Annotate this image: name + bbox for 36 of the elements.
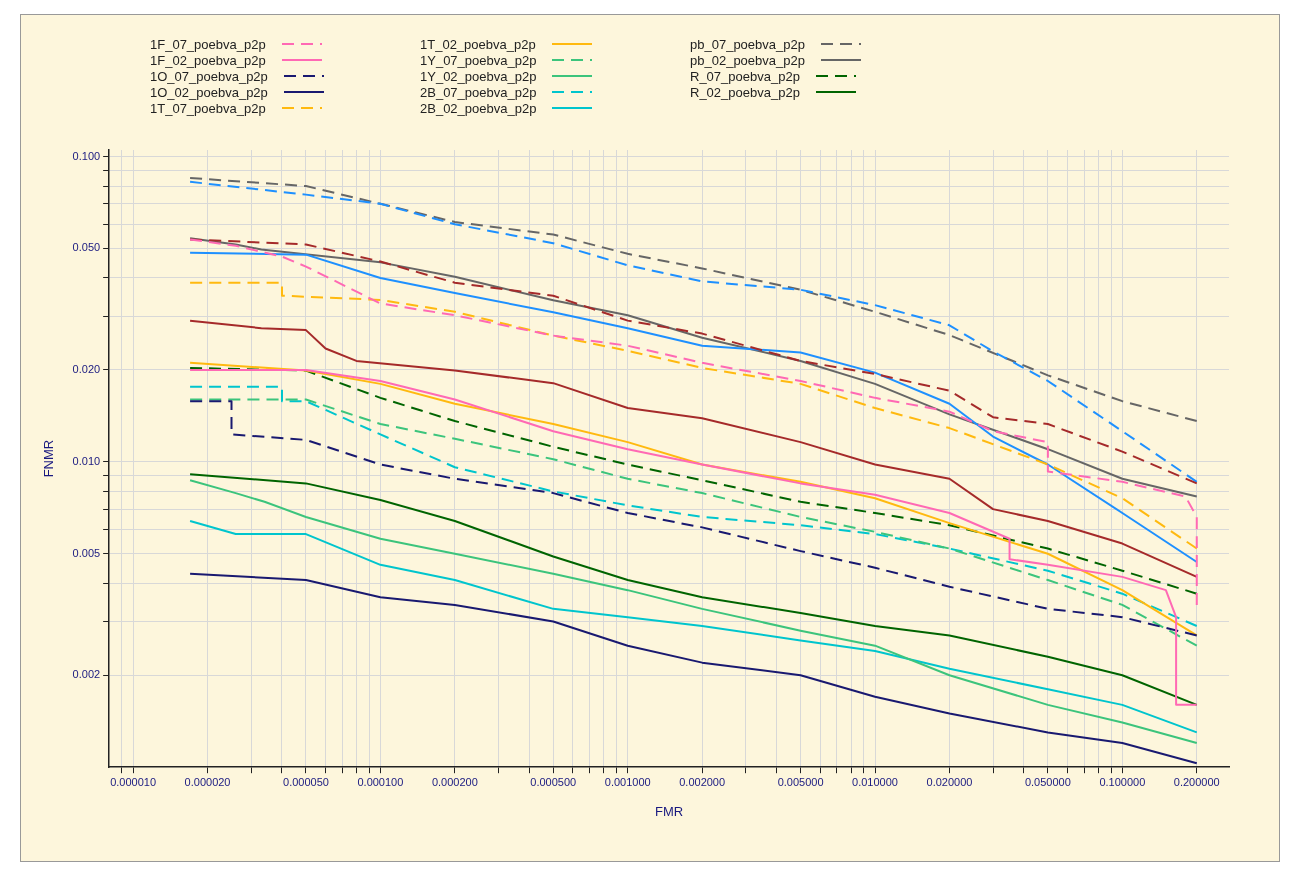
x-tick-label: 0.000500	[530, 775, 577, 788]
y-axis-title: FNMR	[41, 439, 57, 478]
legend-label: 1O_02_poebva_p2p	[150, 84, 268, 100]
x-tick-label: 0.050000	[1024, 775, 1071, 788]
legend-label: 1F_02_poebva_p2p	[150, 52, 266, 68]
x-tick-label: 0.010000	[852, 775, 898, 788]
legend-label: pb_07_poebva_p2p	[690, 36, 805, 52]
x-tick-label: 0.000010	[110, 775, 157, 788]
legend-label: R_07_poebva_p2p	[690, 68, 800, 84]
x-tick-label: 0.000200	[431, 775, 478, 788]
x-tick-label: 0.020000	[926, 775, 973, 788]
x-tick-label: 0.001000	[604, 775, 651, 788]
y-tick-label: 0.005	[72, 546, 101, 559]
x-tick-label: 0.000020	[184, 775, 231, 788]
y-tick-label: 0.020	[72, 362, 101, 375]
legend-label: 1Y_02_poebva_p2p	[420, 68, 537, 84]
x-tick-label: 0.005000	[777, 775, 824, 788]
y-tick-label: 0.010	[72, 454, 101, 467]
legend-label: 1Y_07_poebva_p2p	[420, 52, 537, 68]
x-tick-label: 0.200000	[1173, 775, 1220, 788]
legend-label: 1O_07_poebva_p2p	[150, 68, 268, 84]
legend-label: 1T_02_poebva_p2p	[420, 36, 536, 52]
legend-label: pb_02_poebva_p2p	[690, 52, 805, 68]
x-tick-label: 0.000050	[283, 775, 329, 788]
x-axis-title: FMR	[654, 803, 684, 819]
x-tick-label: 0.002000	[679, 775, 726, 788]
legend-label: 1F_07_poebva_p2p	[150, 36, 266, 52]
x-tick-label: 0.000100	[357, 775, 404, 788]
legend-label: 1T_07_poebva_p2p	[150, 100, 266, 116]
legend-label: 2B_02_poebva_p2p	[420, 100, 537, 116]
y-tick-label: 0.002	[72, 668, 101, 681]
legend-label: 2B_07_poebva_p2p	[420, 84, 537, 100]
y-tick-label: 0.100	[72, 149, 101, 162]
x-tick-label: 0.100000	[1099, 775, 1146, 788]
legend-label: R_02_poebva_p2p	[690, 84, 800, 100]
y-tick-label: 0.050	[72, 241, 101, 254]
